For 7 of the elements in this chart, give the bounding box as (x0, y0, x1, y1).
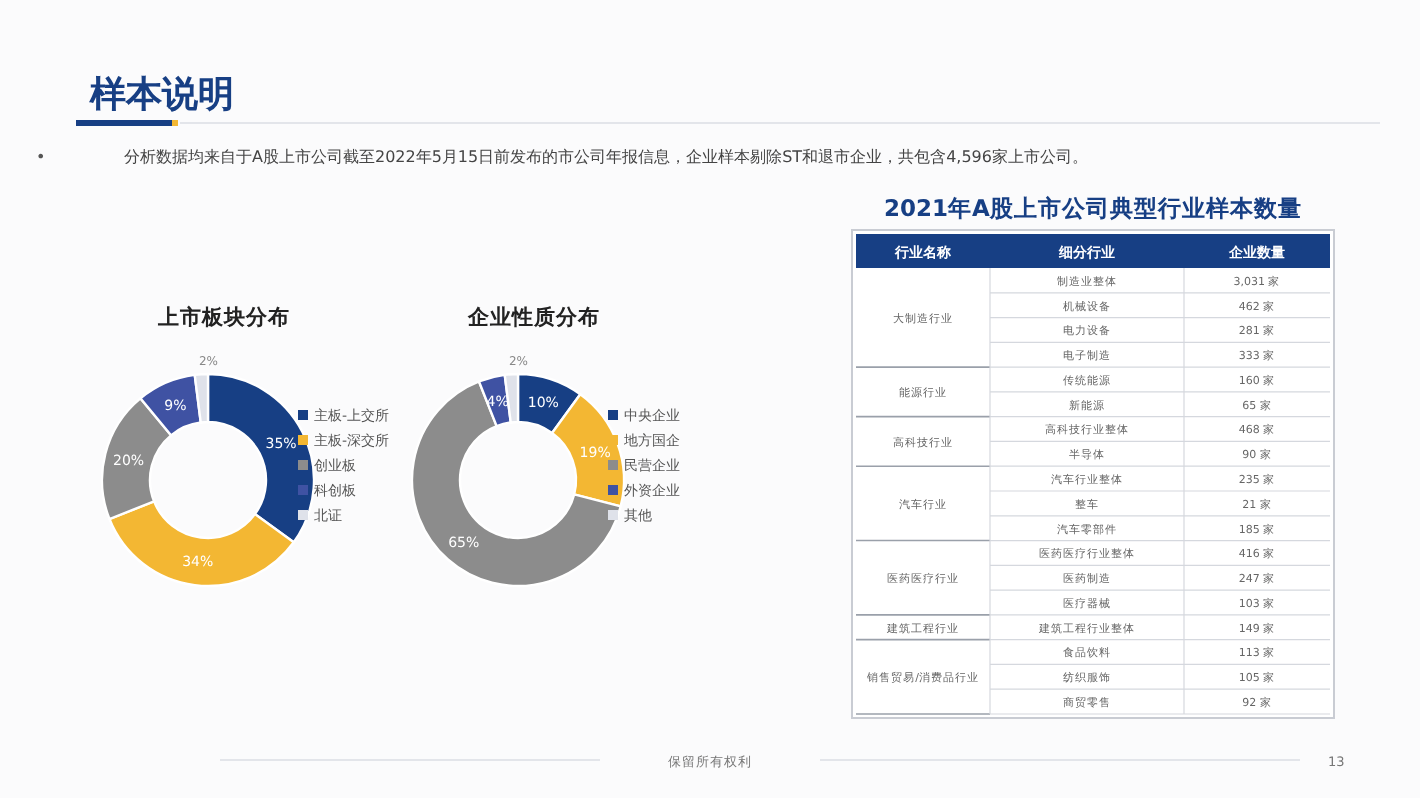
text: • (36, 148, 46, 166)
chart-title: 上市板块分布 (156, 304, 290, 330)
donut-slice (410, 380, 622, 588)
text: 2021年A股上市公司典型行业样本数量 (884, 194, 1302, 222)
text: 样本说明 (88, 74, 234, 116)
text: 分析数据均来自于A股上市公司截至2022年5月15日前发布的市公司年报信息，企业样本剔除ST和退市企业，共包含4,596家上市公司。 (124, 148, 1088, 166)
chart-title: 企业性质分布 (466, 304, 600, 330)
